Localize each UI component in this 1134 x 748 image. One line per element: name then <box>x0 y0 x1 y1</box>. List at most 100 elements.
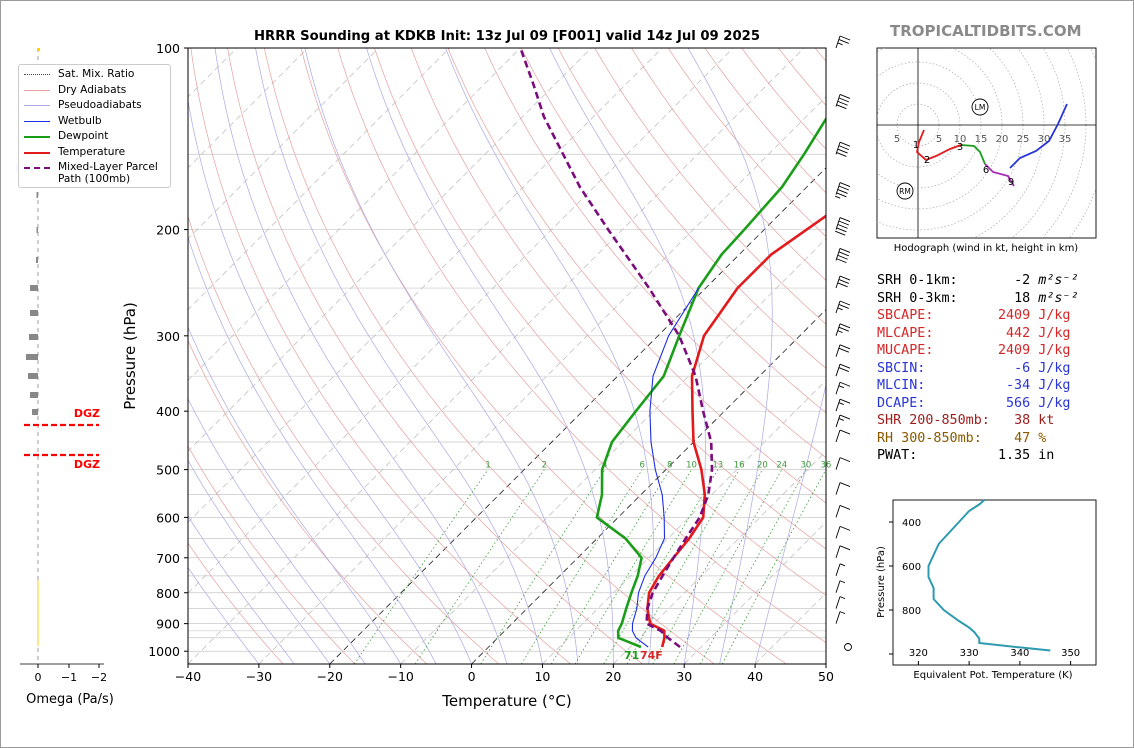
x-tick-label: −20 <box>317 669 343 684</box>
param-label: MLCIN: <box>877 378 926 393</box>
omega-tick-label: −2 <box>91 671 107 684</box>
param-spacer <box>925 378 1006 393</box>
x-tick-label: 10 <box>534 669 550 684</box>
mixing-ratio-label: 30 <box>800 461 811 471</box>
y-axis-label: Pressure (hPa) <box>121 302 139 410</box>
moist-adiabat-line <box>304 48 579 664</box>
y-tick-label: 400 <box>156 404 180 419</box>
chart-legend: Sat. Mix. Ratio Dry Adiabats Pseudoadiabat… <box>18 64 171 188</box>
legend-swatch <box>24 161 50 173</box>
y-tick-label: 200 <box>156 223 180 238</box>
barb-flag <box>839 323 851 329</box>
mixing-ratio-line <box>626 469 740 664</box>
barb-staff <box>835 323 841 336</box>
wind-barb <box>835 545 851 558</box>
barb-flag <box>836 227 847 233</box>
mixing-ratio-line <box>521 469 643 664</box>
wind-barb <box>835 398 851 412</box>
barb-staff <box>835 596 841 609</box>
barb-half <box>838 418 844 421</box>
wind-barb <box>835 217 851 236</box>
barb-staff <box>835 35 841 49</box>
x-tick-label: 30 <box>676 669 692 684</box>
omega-panel: 0 −1 −2 Omega (Pa/s) DGZ DGZ <box>20 48 114 707</box>
x-axis-label: Temperature (°C) <box>441 692 571 710</box>
barb-flag <box>838 367 849 373</box>
param-value: 442 <box>1006 325 1031 341</box>
isotherm-line <box>188 48 379 240</box>
thetae-y-tick-label: 600 <box>902 562 921 573</box>
barb-flag <box>837 100 848 106</box>
barb-flag <box>838 347 849 353</box>
dry-adiabat-line <box>447 48 826 504</box>
barb-flag <box>838 185 849 191</box>
barb-flag <box>839 363 851 369</box>
omega-bar <box>26 354 38 360</box>
wind-barb <box>835 344 851 357</box>
param-row: SBCAPE: 2409 J/kg <box>877 307 1117 325</box>
series-theta-e <box>927 499 1051 652</box>
param-row: SBCIN: -6 J/kg <box>877 360 1117 378</box>
series-dewpoint <box>595 116 826 649</box>
wind-barb <box>835 611 846 624</box>
legend-swatch <box>24 130 50 142</box>
param-spacer <box>982 431 1014 446</box>
barb-flag <box>836 104 847 110</box>
hodograph-segment <box>960 144 986 165</box>
param-row: SRH 0-3km: 18 m²s⁻² <box>877 290 1117 308</box>
chart-title: HRRR Sounding at KDKB Init: 13z Jul 09 [… <box>254 29 760 44</box>
barb-staff <box>835 344 841 357</box>
barb-flag <box>839 141 851 147</box>
barb-staff <box>835 429 841 443</box>
param-spacer <box>917 448 998 463</box>
thetae-x-tick-label: 350 <box>1061 648 1080 659</box>
param-value: 38 <box>1014 413 1031 428</box>
hodograph-ring-label: 35 <box>1059 134 1072 145</box>
series-mixed-layer-parcel-path-mb <box>519 48 714 649</box>
wind-barb <box>835 429 851 443</box>
omega-bar <box>37 580 39 646</box>
series-temperature <box>646 214 826 648</box>
series-wetbulb <box>631 287 700 648</box>
barb-flag <box>837 254 848 260</box>
moist-adiabat-line <box>214 48 508 664</box>
legend-label: Dewpoint <box>58 130 109 142</box>
isotherm-line <box>683 521 826 664</box>
surface-temp-annotation: 71 <box>624 649 639 662</box>
legend-item: Sat. Mix. Ratio <box>19 68 134 80</box>
wind-barb <box>835 482 851 495</box>
barb-staff <box>835 275 841 289</box>
barb-staff <box>835 526 841 539</box>
param-unit: J/kg <box>1038 308 1071 323</box>
barb-flag <box>838 145 849 151</box>
barb-flag <box>839 248 851 253</box>
barb-staff <box>835 545 841 558</box>
y-tick-label: 800 <box>156 586 180 601</box>
wind-barb <box>835 94 851 110</box>
param-spacer <box>933 343 998 358</box>
barb-flag <box>839 545 851 551</box>
param-unit: in <box>1038 448 1055 463</box>
omega-tick-label: 0 <box>35 671 42 684</box>
param-label: SBCIN: <box>877 360 926 376</box>
y-tick-label: 1000 <box>148 644 180 659</box>
wind-barb <box>835 182 851 199</box>
barb-half <box>839 580 846 584</box>
barb-half <box>839 563 846 567</box>
legend-swatch <box>24 68 50 80</box>
param-row: RH 300-850mb: 47 % <box>877 430 1117 448</box>
thetae-y-label: Pressure (hPa) <box>876 546 887 618</box>
moist-adiabat-line <box>549 48 706 664</box>
param-value: 18 <box>1014 290 1031 306</box>
param-spacer <box>925 361 1014 376</box>
omega-bar <box>36 192 38 198</box>
legend-item: Dewpoint <box>19 130 108 142</box>
barb-flag <box>839 457 851 463</box>
barb-flag <box>839 344 851 350</box>
brand-watermark: TROPICALTIDBITS.COM <box>890 22 1082 40</box>
param-spacer <box>933 308 998 323</box>
hodograph-height-label: 2 <box>924 155 930 166</box>
param-label: RH 300-850mb: <box>877 430 982 446</box>
omega-x-label: Omega (Pa/s) <box>26 692 114 707</box>
param-label: MLCAPE: <box>877 325 934 341</box>
